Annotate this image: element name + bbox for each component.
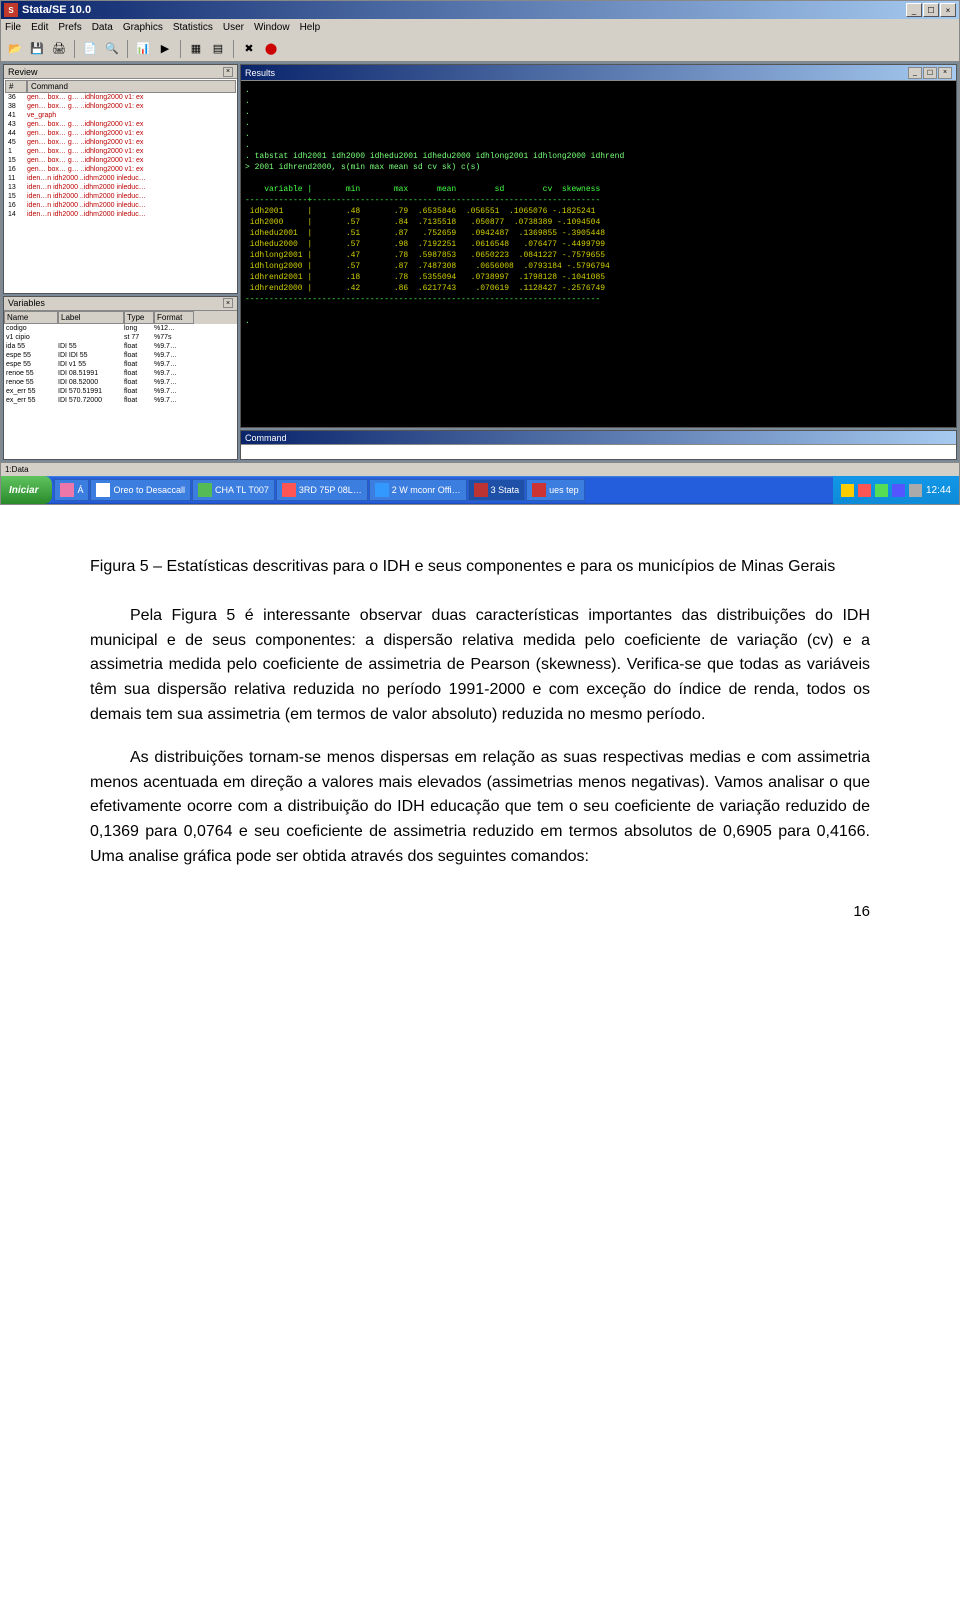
review-row[interactable]: 14iden…n idh2000 ..idhm2000 inleduc…	[5, 210, 236, 219]
variable-row[interactable]: ida 55IDI 55float%9.7…	[4, 342, 237, 351]
break-icon[interactable]: ⬤	[261, 39, 281, 59]
menu-graphics[interactable]: Graphics	[123, 22, 163, 33]
main-titlebar: S Stata/SE 10.0 _ ☐ ×	[1, 1, 959, 19]
app-title: Stata/SE 10.0	[22, 4, 906, 16]
menu-file[interactable]: File	[5, 22, 21, 33]
command-input[interactable]	[241, 445, 956, 459]
taskbar-button[interactable]: CHA TL T007	[192, 479, 275, 501]
review-row[interactable]: 44gen… box… g… ..idhlong2000 v1: ex	[5, 129, 236, 138]
vars-col-label[interactable]: Label	[58, 311, 124, 324]
review-row[interactable]: 41 ve_graph	[5, 111, 236, 120]
windows-taskbar: Iniciar ÁOreo to DesaccallCHA TL T0073RD…	[1, 476, 959, 504]
toolbar: 📂 💾 🖨 📄 🔍 📊 ▶ ▦ ▤ ✖ ⬤	[1, 36, 959, 62]
taskbar-button[interactable]: Oreo to Desaccall	[90, 479, 191, 501]
variable-row[interactable]: renoe 55IDI 08.51991float%9.7…	[4, 369, 237, 378]
start-label: Iniciar	[9, 485, 38, 496]
taskbar-button[interactable]: Á	[54, 479, 89, 501]
review-close-icon[interactable]: ×	[223, 67, 233, 77]
command-title: Command	[245, 433, 287, 443]
document-body: Figura 5 – Estatísticas descritivas para…	[0, 505, 960, 991]
tray-icon[interactable]	[909, 484, 922, 497]
review-row[interactable]: 36gen… box… g… ..idhlong2000 v1: ex	[5, 93, 236, 102]
start-button[interactable]: Iniciar	[1, 476, 52, 504]
review-row[interactable]: 16iden…n idh2000 ..idhm2000 inleduc…	[5, 201, 236, 210]
tray-icon[interactable]	[841, 484, 854, 497]
review-row[interactable]: 11iden…n idh2000 ..idhm2000 inleduc…	[5, 174, 236, 183]
do-icon[interactable]: ▶	[155, 39, 175, 59]
review-row[interactable]: 1gen… box… g… ..idhlong2000 v1: ex	[5, 147, 236, 156]
menubar: File Edit Prefs Data Graphics Statistics…	[1, 19, 959, 36]
review-row[interactable]: 15iden…n idh2000 ..idhm2000 inleduc…	[5, 192, 236, 201]
taskbar-button[interactable]: 3 Stata	[468, 479, 526, 501]
menu-user[interactable]: User	[223, 22, 244, 33]
stata-icon: S	[4, 3, 18, 17]
log-icon[interactable]: 📄	[80, 39, 100, 59]
review-row[interactable]: 45gen… box… g… ..idhlong2000 v1: ex	[5, 138, 236, 147]
variable-row[interactable]: ex_err 55IDI 570.51991float%9.7…	[4, 387, 237, 396]
variables-close-icon[interactable]: ×	[223, 298, 233, 308]
tray-icon[interactable]	[858, 484, 871, 497]
figure-caption: Figura 5 – Estatísticas descritivas para…	[90, 555, 870, 580]
command-window: Command	[240, 430, 957, 460]
paragraph-2: As distribuições tornam-se menos dispers…	[90, 746, 870, 870]
graph-icon[interactable]: 📊	[133, 39, 153, 59]
review-row[interactable]: 15gen… box… g… ..idhlong2000 v1: ex	[5, 156, 236, 165]
review-col-num[interactable]: #	[5, 80, 27, 93]
open-icon[interactable]: 📂	[5, 39, 25, 59]
viewer-icon[interactable]: 🔍	[102, 39, 122, 59]
review-row[interactable]: 43gen… box… g… ..idhlong2000 v1: ex	[5, 120, 236, 129]
tray-clock[interactable]: 12:44	[926, 485, 951, 496]
menu-statistics[interactable]: Statistics	[173, 22, 213, 33]
status-left: 1:Data	[5, 465, 29, 474]
clear-icon[interactable]: ✖	[239, 39, 259, 59]
tray-icon[interactable]	[892, 484, 905, 497]
stata-main-window: S Stata/SE 10.0 _ ☐ × File Edit Prefs Da…	[0, 0, 960, 505]
variable-row[interactable]: ex_err 55IDI 570.72000float%9.7…	[4, 396, 237, 405]
save-icon[interactable]: 💾	[27, 39, 47, 59]
review-title: Review	[8, 67, 38, 77]
close-button[interactable]: ×	[940, 3, 956, 17]
variables-window: Variables × Name Label Type Format codig…	[3, 296, 238, 461]
review-col-cmd[interactable]: Command	[27, 80, 236, 93]
maximize-button[interactable]: ☐	[923, 3, 939, 17]
variable-row[interactable]: espe 55IDI v1 55float%9.7…	[4, 360, 237, 369]
variable-row[interactable]: codigolong%12…	[4, 324, 237, 333]
print-icon[interactable]: 🖨	[49, 39, 69, 59]
results-maximize-icon[interactable]: ☐	[923, 67, 937, 79]
taskbar-button[interactable]: ues tep	[526, 479, 585, 501]
vars-col-type[interactable]: Type	[124, 311, 154, 324]
page-number: 16	[90, 900, 870, 923]
data-editor-icon[interactable]: ▦	[186, 39, 206, 59]
variable-row[interactable]: v1 cipiost 77%77s	[4, 333, 237, 342]
menu-edit[interactable]: Edit	[31, 22, 48, 33]
data-browser-icon[interactable]: ▤	[208, 39, 228, 59]
vars-col-name[interactable]: Name	[4, 311, 58, 324]
results-title: Results	[245, 68, 275, 78]
results-window: Results _ ☐ × . . . . . . . tabstat idh2…	[240, 64, 957, 428]
taskbar-button[interactable]: 2 W mconr Offi…	[369, 479, 467, 501]
taskbar-button[interactable]: 3RD 75P 08L…	[276, 479, 368, 501]
tray-icon[interactable]	[875, 484, 888, 497]
workspace: Review × # Command 36gen… box… g… ..idhl…	[1, 62, 959, 462]
review-window: Review × # Command 36gen… box… g… ..idhl…	[3, 64, 238, 294]
menu-prefs[interactable]: Prefs	[58, 22, 81, 33]
review-row[interactable]: 16gen… box… g… ..idhlong2000 v1: ex	[5, 165, 236, 174]
results-output: . . . . . . . tabstat idh2001 idh2000 id…	[241, 81, 956, 427]
status-bar: 1:Data	[1, 462, 959, 476]
menu-data[interactable]: Data	[92, 22, 113, 33]
paragraph-1: Pela Figura 5 é interessante observar du…	[90, 604, 870, 728]
variable-row[interactable]: espe 55IDI IDI 55float%9.7…	[4, 351, 237, 360]
results-close-icon[interactable]: ×	[938, 67, 952, 79]
menu-help[interactable]: Help	[300, 22, 321, 33]
review-row[interactable]: 13iden…n idh2000 ..idhm2000 inleduc…	[5, 183, 236, 192]
results-minimize-icon[interactable]: _	[908, 67, 922, 79]
variables-title: Variables	[8, 298, 45, 308]
minimize-button[interactable]: _	[906, 3, 922, 17]
review-row[interactable]: 38gen… box… g… ..idhlong2000 v1: ex	[5, 102, 236, 111]
menu-window[interactable]: Window	[254, 22, 290, 33]
vars-col-format[interactable]: Format	[154, 311, 194, 324]
system-tray[interactable]: 12:44	[833, 476, 959, 504]
variable-row[interactable]: renoe 55IDI 08.52000float%9.7…	[4, 378, 237, 387]
